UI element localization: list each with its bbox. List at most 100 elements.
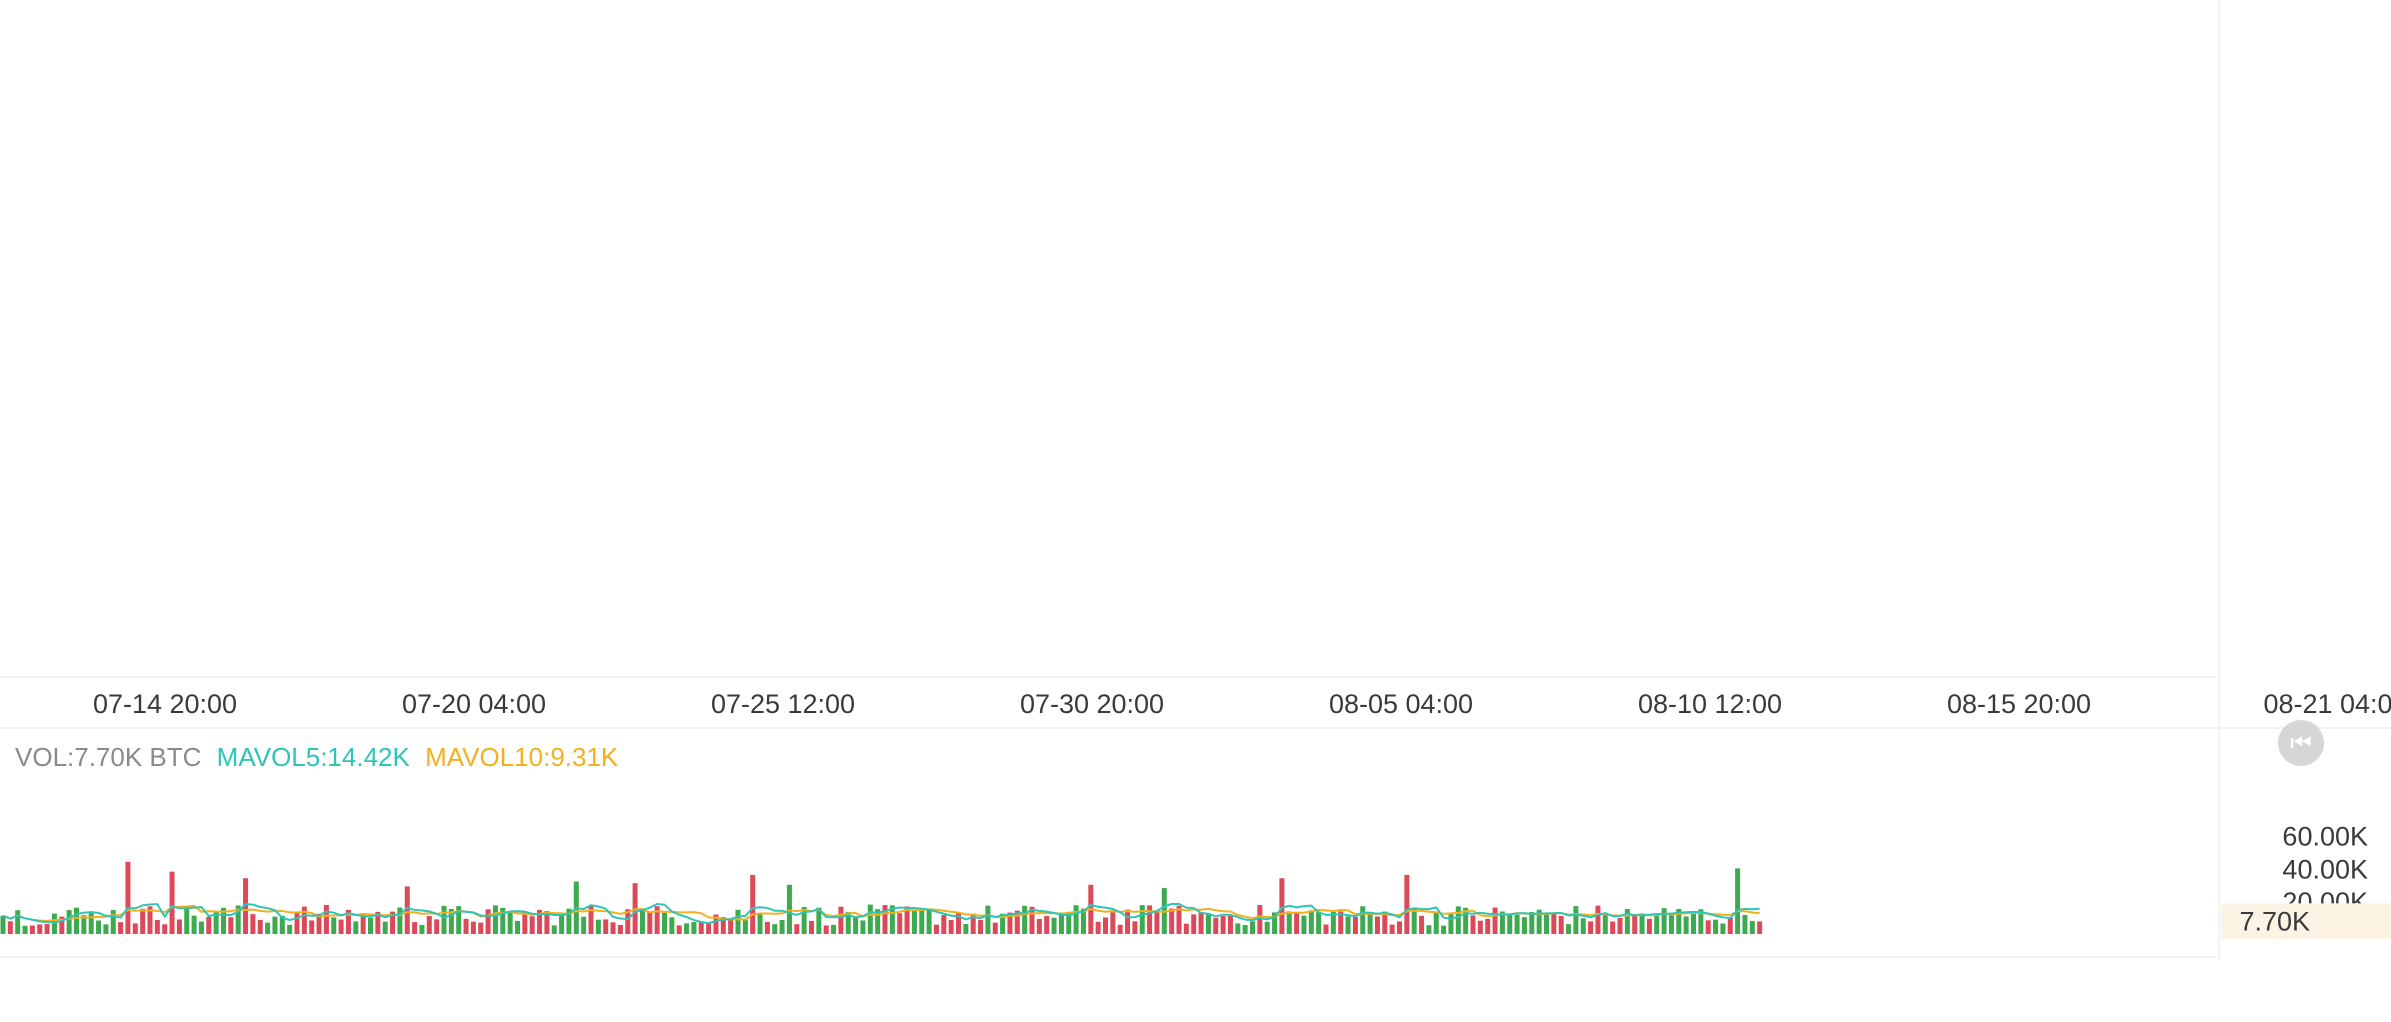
volume-bar-down — [434, 919, 440, 934]
volume-bar-up — [867, 904, 873, 934]
volume-bar-up — [684, 923, 690, 934]
volume-bar-down — [1007, 912, 1013, 934]
volume-bar-up — [96, 920, 102, 934]
volume-bar-down — [323, 904, 329, 934]
time-tick-label: 08-15 20:00 — [1947, 689, 2091, 719]
volume-bar-up — [1544, 913, 1549, 934]
collapse-icon[interactable]: ⏮ — [2278, 720, 2324, 766]
volume-bar-down — [1610, 921, 1616, 934]
volume-bar-up — [353, 921, 359, 934]
volume-bar-down — [809, 920, 814, 934]
volume-bar-down — [1132, 921, 1138, 934]
volume-bar-up — [1566, 924, 1572, 934]
volume-bar-down — [676, 925, 682, 934]
volume-bar-up — [845, 911, 851, 934]
volume-bar-up — [213, 912, 219, 934]
volume-bar-down — [1705, 920, 1711, 934]
volume-bar-up — [448, 908, 454, 934]
volume-bar-up — [0, 915, 6, 934]
volume-bar-down — [1323, 924, 1329, 934]
volume-bar-down — [59, 916, 65, 934]
volume-bar-up — [1022, 905, 1028, 934]
volume-bar-up — [595, 919, 601, 934]
volume-bar-down — [1103, 917, 1108, 934]
volume-bar-up — [1286, 911, 1292, 934]
volume-bar-down — [1389, 924, 1395, 934]
volume-bar-down — [544, 911, 550, 934]
volume-bar-down — [1110, 912, 1116, 934]
volume-bar-down — [603, 919, 609, 934]
volume-bar-up — [81, 915, 87, 934]
volume-bar-down — [1757, 921, 1763, 934]
volume-bar-up — [559, 913, 565, 934]
volume-bar-down — [1279, 878, 1285, 934]
volume-bar-up — [191, 915, 197, 934]
volume-bar-up — [507, 912, 513, 934]
volume-bar-up — [786, 884, 792, 934]
volume-bar-up — [1308, 910, 1314, 934]
time-tick-label: 07-25 12:00 — [711, 689, 855, 719]
volume-bar-down — [941, 915, 947, 934]
volume-bar-down — [29, 925, 35, 934]
volume-bar-down — [390, 911, 396, 934]
volume-bar-down — [1352, 917, 1358, 934]
volume-bar-up — [1000, 913, 1006, 934]
volume-bar-up — [419, 924, 425, 934]
volume-bar-up — [515, 920, 520, 934]
volume-bar-up — [500, 907, 506, 934]
time-tick-label: 07-20 04:00 — [402, 689, 546, 719]
volume-bar-down — [537, 909, 543, 934]
volume-bar-down — [228, 917, 234, 934]
volume-bar-up — [1720, 923, 1726, 934]
volume-bar-down — [316, 913, 322, 934]
volume-bar-down — [470, 921, 476, 934]
volume-bar-up — [1735, 868, 1741, 934]
volume-bar-up — [1668, 912, 1674, 934]
volume-bar-down — [154, 920, 160, 934]
volume-bar-up — [1058, 912, 1064, 934]
volume-bar-up — [368, 917, 373, 934]
volume-bar-down — [1029, 906, 1035, 934]
volume-header: VOL:7.70K BTC MAVOL5:14.42K MAVOL10:9.31… — [15, 742, 626, 773]
volume-bar-up — [1426, 925, 1432, 934]
volume-bar-down — [1014, 910, 1020, 934]
volume-bar-up — [1661, 908, 1667, 934]
volume-bar-down — [1588, 921, 1594, 934]
volume-bar-up — [1205, 913, 1211, 934]
volume-bar-down — [140, 908, 146, 934]
volume-bar-up — [985, 905, 991, 934]
mavol10-line — [2, 904, 1760, 923]
volume-bar-down — [1154, 912, 1160, 934]
time-tick-label: 07-30 20:00 — [1020, 689, 1164, 719]
volume-bar-up — [551, 925, 557, 934]
volume-bar-down — [933, 924, 939, 934]
time-tick-label: 08-05 04:00 — [1329, 689, 1473, 719]
volume-bar-up — [1521, 917, 1527, 934]
volume-bar-up — [1345, 916, 1351, 934]
volume-bar-down — [162, 924, 168, 934]
volume-bar-up — [1448, 913, 1454, 934]
volume-bar-down — [118, 922, 124, 934]
volume-bar-down — [309, 920, 315, 934]
volume-bar-down — [1419, 915, 1425, 934]
volume-bar-down — [257, 919, 263, 934]
volume-bar-down — [1646, 918, 1652, 934]
volume-bar-down — [301, 906, 307, 934]
volume-bar-up — [772, 924, 778, 934]
volume-bar-down — [1404, 874, 1410, 934]
volume-bar-down — [1125, 909, 1131, 934]
volume-bar-down — [706, 923, 712, 934]
volume-bar-down — [463, 918, 469, 934]
volume-bar-up — [1639, 913, 1645, 934]
volume-bar-up — [235, 905, 241, 934]
volume-bar-up — [926, 909, 932, 934]
volume-bar-down — [764, 921, 770, 934]
volume-bar-up — [566, 908, 572, 934]
volume-bar-down — [243, 878, 249, 934]
volume-bar-down — [713, 914, 719, 934]
volume-bar-down — [588, 906, 594, 934]
volume-bar-down — [1183, 923, 1189, 934]
time-tick-label: 08-10 12:00 — [1638, 689, 1782, 719]
volume-bar-up — [1066, 913, 1072, 934]
